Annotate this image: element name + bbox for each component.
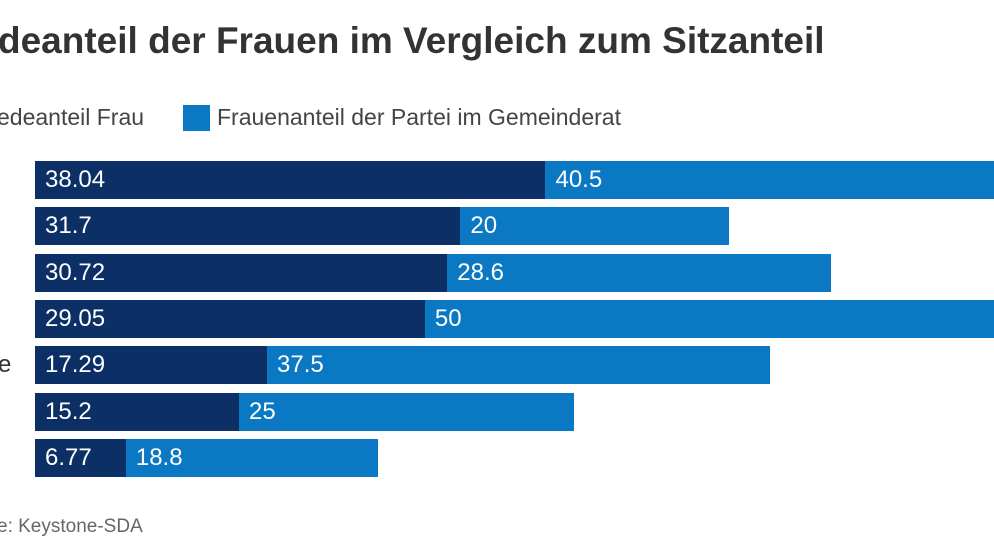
bar-frauenanteil [545, 161, 994, 199]
bar-frauenanteil [460, 207, 729, 246]
bar-redeanteil [35, 253, 448, 292]
bar-frauenanteil [125, 438, 379, 477]
data-label: 25 [248, 397, 276, 425]
data-label: 6.77 [45, 443, 92, 471]
data-label: 40.5 [555, 166, 603, 193]
bar-redeanteil [35, 346, 268, 385]
bar-redeanteil [35, 299, 425, 338]
bar-frauenanteil [447, 253, 832, 292]
data-label: 31.7 [45, 212, 92, 240]
bar-frauenanteil [424, 299, 994, 338]
data-label: 15.2 [45, 397, 92, 425]
bar-redeanteil [35, 438, 126, 477]
chart-title: deanteil der Frauen im Vergleich zum Sit… [0, 20, 825, 61]
bar-redeanteil [35, 207, 461, 246]
bar-redeanteil [35, 161, 546, 199]
data-label: 37.5 [277, 351, 324, 379]
chart-source: e: Keystone-SDA [0, 516, 143, 537]
data-label: 30.72 [45, 258, 106, 286]
legend-swatch-frauenanteil [183, 105, 210, 131]
data-label: 29.05 [45, 304, 106, 332]
bar-frauenanteil [267, 346, 771, 385]
data-label: 18.8 [135, 443, 183, 471]
data-label: 28.6 [457, 258, 504, 286]
data-label: 50 [434, 304, 462, 332]
legend-item-redeanteil: edeanteil Frau [0, 104, 145, 130]
category-label: e [0, 351, 12, 379]
data-label: 20 [470, 212, 498, 240]
data-label: 38.04 [45, 166, 106, 193]
data-label: 17.29 [45, 351, 106, 379]
legend-item-frauenanteil: Frauenanteil der Partei im Gemeinderat [217, 104, 621, 130]
bar-redeanteil [35, 392, 239, 431]
bar-frauenanteil [238, 392, 575, 431]
